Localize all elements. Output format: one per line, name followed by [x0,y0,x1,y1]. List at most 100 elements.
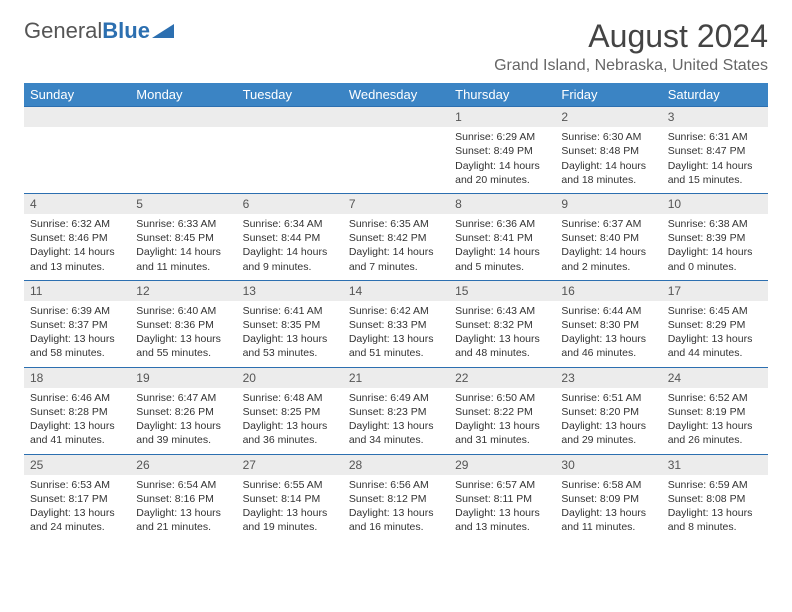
sunrise-text: Sunrise: 6:38 AM [668,217,762,231]
calendar-day-cell [130,107,236,194]
day-body: Sunrise: 6:30 AMSunset: 8:48 PMDaylight:… [555,127,661,193]
sunset-text: Sunset: 8:45 PM [136,231,230,245]
daylight-text: Daylight: 14 hours and 0 minutes. [668,245,762,273]
sunrise-text: Sunrise: 6:42 AM [349,304,443,318]
day-number: 11 [24,281,130,301]
daylight-text: Daylight: 13 hours and 53 minutes. [243,332,337,360]
sunset-text: Sunset: 8:19 PM [668,405,762,419]
sunset-text: Sunset: 8:08 PM [668,492,762,506]
sunrise-text: Sunrise: 6:48 AM [243,391,337,405]
day-body: Sunrise: 6:50 AMSunset: 8:22 PMDaylight:… [449,388,555,454]
day-body: Sunrise: 6:42 AMSunset: 8:33 PMDaylight:… [343,301,449,367]
daylight-text: Daylight: 13 hours and 39 minutes. [136,419,230,447]
sunrise-text: Sunrise: 6:41 AM [243,304,337,318]
sunset-text: Sunset: 8:14 PM [243,492,337,506]
location-subtitle: Grand Island, Nebraska, United States [494,57,768,75]
calendar-day-cell: 1Sunrise: 6:29 AMSunset: 8:49 PMDaylight… [449,107,555,194]
calendar-day-cell [237,107,343,194]
day-body: Sunrise: 6:47 AMSunset: 8:26 PMDaylight:… [130,388,236,454]
daylight-text: Daylight: 13 hours and 19 minutes. [243,506,337,534]
sunrise-text: Sunrise: 6:47 AM [136,391,230,405]
day-body: Sunrise: 6:37 AMSunset: 8:40 PMDaylight:… [555,214,661,280]
sunset-text: Sunset: 8:29 PM [668,318,762,332]
day-body: Sunrise: 6:54 AMSunset: 8:16 PMDaylight:… [130,475,236,541]
day-body: Sunrise: 6:40 AMSunset: 8:36 PMDaylight:… [130,301,236,367]
day-number: 6 [237,194,343,214]
daylight-text: Daylight: 13 hours and 13 minutes. [455,506,549,534]
day-number: 13 [237,281,343,301]
day-number: 30 [555,455,661,475]
weekday-header: Wednesday [343,83,449,107]
sunset-text: Sunset: 8:40 PM [561,231,655,245]
sunset-text: Sunset: 8:11 PM [455,492,549,506]
day-number: 4 [24,194,130,214]
day-number: 24 [662,368,768,388]
sunrise-text: Sunrise: 6:33 AM [136,217,230,231]
sunset-text: Sunset: 8:17 PM [30,492,124,506]
sunrise-text: Sunrise: 6:53 AM [30,478,124,492]
sunrise-text: Sunrise: 6:40 AM [136,304,230,318]
calendar-week-row: 11Sunrise: 6:39 AMSunset: 8:37 PMDayligh… [24,280,768,367]
day-number: 1 [449,107,555,127]
sunset-text: Sunset: 8:12 PM [349,492,443,506]
weekday-header: Monday [130,83,236,107]
daylight-text: Daylight: 14 hours and 7 minutes. [349,245,443,273]
weekday-header: Friday [555,83,661,107]
day-body: Sunrise: 6:33 AMSunset: 8:45 PMDaylight:… [130,214,236,280]
sunset-text: Sunset: 8:28 PM [30,405,124,419]
calendar-day-cell: 12Sunrise: 6:40 AMSunset: 8:36 PMDayligh… [130,280,236,367]
sunset-text: Sunset: 8:09 PM [561,492,655,506]
sunset-text: Sunset: 8:32 PM [455,318,549,332]
day-body: Sunrise: 6:36 AMSunset: 8:41 PMDaylight:… [449,214,555,280]
day-body: Sunrise: 6:58 AMSunset: 8:09 PMDaylight:… [555,475,661,541]
day-body: Sunrise: 6:53 AMSunset: 8:17 PMDaylight:… [24,475,130,541]
calendar-week-row: 18Sunrise: 6:46 AMSunset: 8:28 PMDayligh… [24,367,768,454]
calendar-day-cell: 15Sunrise: 6:43 AMSunset: 8:32 PMDayligh… [449,280,555,367]
calendar-header: SundayMondayTuesdayWednesdayThursdayFrid… [24,83,768,107]
day-body: Sunrise: 6:38 AMSunset: 8:39 PMDaylight:… [662,214,768,280]
day-body: Sunrise: 6:45 AMSunset: 8:29 PMDaylight:… [662,301,768,367]
sunset-text: Sunset: 8:47 PM [668,144,762,158]
day-body [343,127,449,189]
day-number: 18 [24,368,130,388]
sunrise-text: Sunrise: 6:58 AM [561,478,655,492]
calendar-day-cell: 25Sunrise: 6:53 AMSunset: 8:17 PMDayligh… [24,454,130,540]
day-number: 9 [555,194,661,214]
daylight-text: Daylight: 14 hours and 13 minutes. [30,245,124,273]
sunrise-text: Sunrise: 6:32 AM [30,217,124,231]
day-body: Sunrise: 6:39 AMSunset: 8:37 PMDaylight:… [24,301,130,367]
daylight-text: Daylight: 13 hours and 16 minutes. [349,506,443,534]
daylight-text: Daylight: 13 hours and 48 minutes. [455,332,549,360]
sunset-text: Sunset: 8:49 PM [455,144,549,158]
day-body [237,127,343,189]
day-number-bar [130,107,236,127]
sunrise-text: Sunrise: 6:45 AM [668,304,762,318]
calendar-day-cell: 22Sunrise: 6:50 AMSunset: 8:22 PMDayligh… [449,367,555,454]
sunset-text: Sunset: 8:46 PM [30,231,124,245]
calendar-day-cell: 16Sunrise: 6:44 AMSunset: 8:30 PMDayligh… [555,280,661,367]
calendar-day-cell: 13Sunrise: 6:41 AMSunset: 8:35 PMDayligh… [237,280,343,367]
calendar-day-cell: 6Sunrise: 6:34 AMSunset: 8:44 PMDaylight… [237,193,343,280]
sunrise-text: Sunrise: 6:59 AM [668,478,762,492]
weekday-header: Tuesday [237,83,343,107]
daylight-text: Daylight: 14 hours and 18 minutes. [561,159,655,187]
day-number: 21 [343,368,449,388]
sunset-text: Sunset: 8:23 PM [349,405,443,419]
daylight-text: Daylight: 13 hours and 44 minutes. [668,332,762,360]
day-number: 15 [449,281,555,301]
day-number: 5 [130,194,236,214]
day-body: Sunrise: 6:43 AMSunset: 8:32 PMDaylight:… [449,301,555,367]
day-number: 29 [449,455,555,475]
calendar-day-cell: 18Sunrise: 6:46 AMSunset: 8:28 PMDayligh… [24,367,130,454]
sunrise-text: Sunrise: 6:34 AM [243,217,337,231]
sunset-text: Sunset: 8:26 PM [136,405,230,419]
daylight-text: Daylight: 13 hours and 34 minutes. [349,419,443,447]
day-number: 12 [130,281,236,301]
calendar-day-cell: 3Sunrise: 6:31 AMSunset: 8:47 PMDaylight… [662,107,768,194]
calendar-day-cell: 24Sunrise: 6:52 AMSunset: 8:19 PMDayligh… [662,367,768,454]
day-number: 28 [343,455,449,475]
daylight-text: Daylight: 14 hours and 2 minutes. [561,245,655,273]
day-body: Sunrise: 6:44 AMSunset: 8:30 PMDaylight:… [555,301,661,367]
daylight-text: Daylight: 14 hours and 5 minutes. [455,245,549,273]
day-number: 10 [662,194,768,214]
